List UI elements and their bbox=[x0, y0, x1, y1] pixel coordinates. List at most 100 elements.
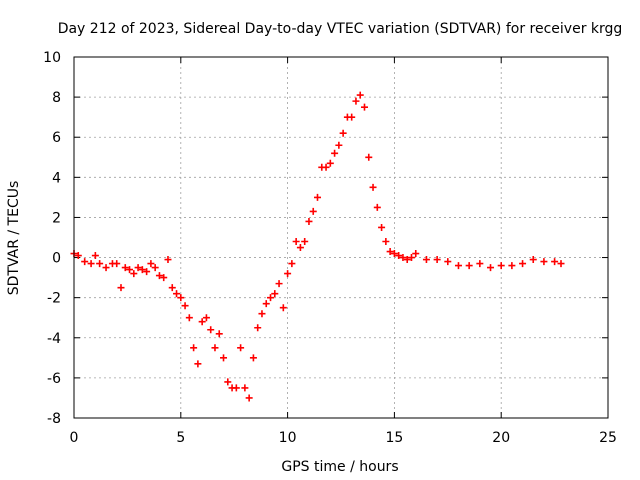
data-point bbox=[407, 254, 415, 262]
data-point bbox=[378, 223, 386, 231]
data-point bbox=[395, 252, 403, 260]
y-tick-label: -4 bbox=[47, 331, 61, 347]
data-point bbox=[87, 260, 95, 268]
data-point bbox=[241, 384, 249, 392]
data-point bbox=[403, 256, 411, 264]
y-tick-label: -6 bbox=[47, 371, 61, 387]
data-point bbox=[335, 141, 343, 149]
x-tick-label: 5 bbox=[176, 430, 185, 446]
x-tick-label: 25 bbox=[599, 430, 617, 446]
data-point bbox=[249, 354, 257, 362]
data-point bbox=[173, 290, 181, 298]
y-tick-label: 6 bbox=[52, 130, 61, 146]
data-point bbox=[134, 264, 142, 272]
data-point bbox=[126, 266, 134, 274]
data-point bbox=[348, 113, 356, 121]
data-point bbox=[356, 91, 364, 99]
data-point bbox=[339, 129, 347, 137]
data-point bbox=[382, 238, 390, 246]
data-point bbox=[160, 274, 168, 282]
data-point bbox=[433, 256, 441, 264]
y-tick-label: -8 bbox=[47, 411, 61, 427]
data-point bbox=[275, 280, 283, 288]
data-point bbox=[147, 260, 155, 268]
data-point bbox=[309, 207, 317, 215]
data-point bbox=[185, 314, 193, 322]
data-point bbox=[508, 262, 516, 270]
data-point bbox=[211, 344, 219, 352]
data-point bbox=[198, 318, 206, 326]
data-point bbox=[422, 256, 430, 264]
plot-frame bbox=[73, 56, 609, 419]
data-point bbox=[412, 250, 420, 258]
data-point bbox=[373, 203, 381, 211]
data-point bbox=[215, 330, 223, 338]
grid bbox=[74, 57, 608, 418]
data-point bbox=[130, 270, 138, 278]
y-tick-label: 8 bbox=[52, 90, 61, 106]
data-point bbox=[369, 183, 377, 191]
data-point bbox=[177, 294, 185, 302]
data-point bbox=[81, 258, 89, 266]
data-point bbox=[232, 384, 240, 392]
x-tick-label: 20 bbox=[492, 430, 510, 446]
data-points bbox=[70, 91, 565, 402]
data-point bbox=[519, 260, 527, 268]
data-point bbox=[121, 264, 129, 272]
data-point bbox=[279, 304, 287, 312]
data-point bbox=[322, 163, 330, 171]
y-tick-label: 4 bbox=[52, 170, 61, 186]
data-point bbox=[267, 294, 275, 302]
data-point bbox=[314, 193, 322, 201]
data-point bbox=[143, 268, 151, 276]
data-point bbox=[390, 250, 398, 258]
data-point bbox=[194, 360, 202, 368]
data-point bbox=[465, 262, 473, 270]
data-point bbox=[352, 97, 360, 105]
data-point bbox=[331, 149, 339, 157]
data-point bbox=[529, 256, 537, 264]
data-point bbox=[444, 258, 452, 266]
data-point bbox=[138, 266, 146, 274]
data-point bbox=[151, 264, 159, 272]
y-axis-label: SDTVAR / TECUs bbox=[6, 181, 22, 296]
x-tick-label: 15 bbox=[385, 430, 403, 446]
tick-labels: 0 5 10 15 20 25 -8 -6 -4 -2 0 2 4 6 8 10 bbox=[43, 50, 617, 446]
data-point bbox=[399, 254, 407, 262]
data-point bbox=[262, 300, 270, 308]
data-point bbox=[258, 310, 266, 318]
data-point bbox=[557, 260, 565, 268]
data-point bbox=[202, 314, 210, 322]
data-point bbox=[237, 344, 245, 352]
data-point bbox=[454, 262, 462, 270]
data-point bbox=[288, 260, 296, 268]
data-point bbox=[487, 264, 495, 272]
data-point bbox=[117, 284, 125, 292]
data-point bbox=[301, 238, 309, 246]
x-tick-label: 0 bbox=[70, 430, 79, 446]
data-point bbox=[476, 260, 484, 268]
data-point bbox=[181, 302, 189, 310]
data-point bbox=[155, 272, 163, 280]
data-point bbox=[271, 290, 279, 298]
chart-title: Day 212 of 2023, Sidereal Day-to-day VTE… bbox=[58, 21, 623, 37]
data-point bbox=[96, 260, 104, 268]
data-point bbox=[224, 378, 232, 386]
data-point bbox=[245, 394, 253, 402]
data-point bbox=[360, 103, 368, 111]
y-tick-label: 2 bbox=[52, 210, 61, 226]
data-point bbox=[365, 153, 373, 161]
data-point bbox=[326, 159, 334, 167]
data-point bbox=[190, 344, 198, 352]
data-point bbox=[220, 354, 228, 362]
data-point bbox=[284, 270, 292, 278]
data-point bbox=[102, 264, 110, 272]
x-axis-label: GPS time / hours bbox=[281, 459, 398, 475]
y-tick-label: -2 bbox=[47, 291, 61, 307]
data-point bbox=[386, 248, 394, 256]
data-point bbox=[305, 217, 313, 225]
data-point bbox=[91, 252, 99, 260]
data-point bbox=[292, 238, 300, 246]
